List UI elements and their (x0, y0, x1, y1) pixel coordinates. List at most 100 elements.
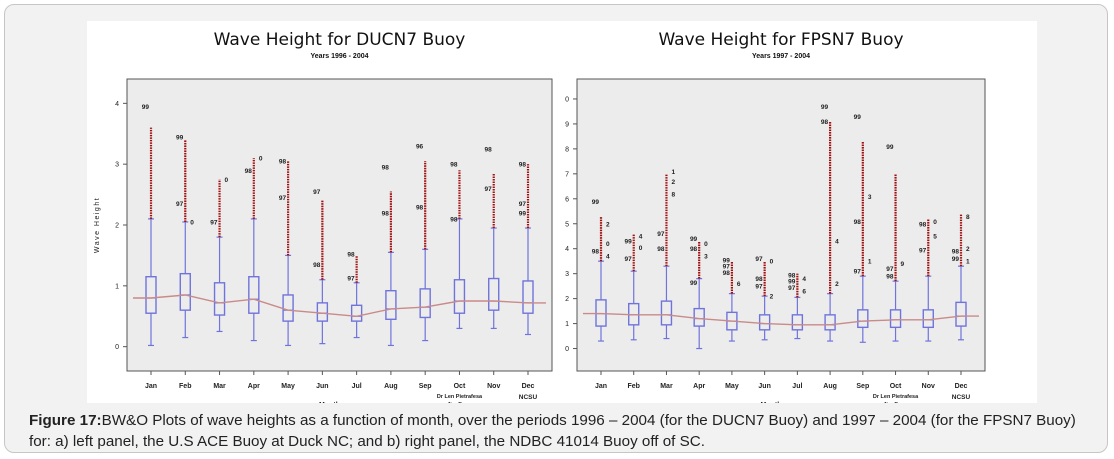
iqr-box (660, 300, 673, 326)
outlier-year-label: 98 (788, 272, 796, 279)
caption-text: BW&O Plots of wave heights as a function… (29, 412, 1076, 450)
x-tick-label: Apr (693, 383, 705, 390)
outlier-year-label: 99 (176, 134, 184, 141)
outlier-year-label: 97 (519, 201, 527, 208)
chart-subtitle: Years 1997 - 2004 (752, 53, 810, 60)
outlier-year-label: 99 (723, 257, 731, 264)
outlier-year-label: 97 (210, 219, 218, 226)
x-tick-label: Mar (660, 383, 673, 390)
outlier-year-label: 2 (671, 179, 675, 186)
outlier-year-label: 97 (755, 256, 763, 263)
outlier-year-label: 99 (690, 280, 698, 287)
outlier-year-label: 98 (245, 168, 253, 175)
x-axis-label: Month (761, 402, 782, 403)
x-tick-label: Jun (758, 383, 770, 390)
y-tick-label: 3 (565, 271, 569, 278)
y-tick-label: 8 (565, 146, 569, 153)
outlier-year-label: 97 (788, 285, 796, 292)
x-tick-label: Nov (922, 383, 935, 390)
outlier-year-label: 9 (901, 261, 905, 268)
outlier-year-label: 5 (933, 234, 937, 241)
iqr-box (316, 302, 329, 322)
y-tick-label: 3 (115, 162, 119, 169)
x-tick-label: Sep (419, 383, 432, 390)
y-tick-label: 10 (565, 96, 569, 103)
iqr-box (179, 272, 191, 311)
y-tick-label: 7 (565, 171, 569, 178)
outlier-year-label: 97 (176, 201, 184, 208)
chart-title: Wave Height for FPSN7 Buoy (658, 30, 903, 50)
outlier-year-label: 0 (704, 241, 708, 248)
outlier-year-label: 97 (313, 189, 321, 196)
outlier-year-label: 97 (755, 284, 763, 291)
iqr-box (889, 309, 902, 329)
y-tick-label: 5 (565, 221, 569, 228)
outlier-year-label: 98 (416, 204, 424, 211)
outlier-year-label: 98 (854, 219, 862, 226)
x-tick-label: Aug (384, 383, 398, 390)
outlier-year-label: 97 (886, 266, 894, 273)
outlier-year-label: 4 (606, 254, 610, 261)
iqr-box (419, 288, 431, 319)
outlier-year-label: 99 (854, 114, 862, 121)
iqr-box (350, 304, 363, 322)
x-tick-label: Jun (316, 383, 328, 390)
y-tick-label: 2 (115, 223, 119, 230)
outlier-year-label: 0 (259, 156, 263, 163)
outlier-year-label: 98 (919, 221, 927, 228)
outlier-year-label: 99 (592, 199, 600, 206)
iqr-box (488, 277, 500, 311)
iqr-box (758, 314, 771, 331)
outlier-year-label: 98 (657, 246, 665, 253)
credit-name: Dr Len Pietrafesa (873, 394, 919, 400)
outlier-year-label: 98 (723, 270, 731, 277)
outlier-year-label: 0 (225, 177, 229, 184)
iqr-box (385, 290, 397, 320)
outlier-year-label: 1 (671, 169, 675, 176)
outlier-year-label: 97 (484, 186, 492, 193)
y-tick-label: 0 (565, 346, 569, 353)
x-tick-label: Aug (823, 383, 837, 390)
right-panel: Wave Height for FPSN7 Buoy Years 1997 - 2… (565, 21, 1037, 403)
figure-image-area: Wave Height for DUCN7 Buoy Years 1996 - 2… (87, 21, 1037, 403)
outlier-year-label: 4 (802, 276, 806, 283)
outlier-year-label: 97 (657, 231, 665, 238)
outlier-year-label: 6 (737, 281, 741, 288)
x-tick-label: Oct (454, 383, 466, 390)
x-tick-label: Sep (856, 383, 869, 390)
outlier-year-label: 99 (821, 104, 829, 111)
chart-title: Wave Height for DUCN7 Buoy (214, 30, 466, 50)
outlier-year-label: 8 (966, 214, 970, 221)
outlier-year-label: 2 (770, 294, 774, 301)
outlier-year-label: 98 (279, 159, 287, 166)
credit-affiliation: NCSU (519, 394, 538, 401)
credit-name: Jim Epps (447, 402, 471, 403)
median-trend-line (133, 294, 546, 318)
outlier-year-label: 98 (347, 252, 355, 259)
left-panel: Wave Height for DUCN7 Buoy Years 1996 - 2… (87, 21, 557, 403)
outlier-year-label: 2 (835, 281, 839, 288)
y-tick-label: 9 (565, 121, 569, 128)
x-tick-label: Jul (792, 383, 802, 390)
chart-subtitle: Years 1996 - 2004 (311, 53, 369, 60)
credit-affiliation: NCSU (952, 394, 971, 401)
outlier-year-label: 1 (966, 259, 970, 266)
outlier-year-label: 0 (606, 241, 610, 248)
outlier-year-label: 0 (190, 219, 194, 226)
outlier-year-label: 98 (519, 162, 527, 169)
y-tick-label: 4 (565, 246, 569, 253)
y-tick-label: 4 (115, 101, 119, 108)
outlier-year-label: 98 (450, 216, 458, 223)
outlier-year-label: 8 (671, 191, 675, 198)
outlier-year-label: 98 (755, 276, 763, 283)
x-tick-label: Jan (595, 383, 607, 390)
x-tick-label: Apr (248, 383, 260, 390)
iqr-box (955, 301, 967, 327)
x-tick-label: Jul (352, 383, 362, 390)
outlier-year-label: 97 (624, 256, 632, 263)
outlier-year-label: 3 (704, 254, 708, 261)
iqr-box (791, 314, 804, 331)
iqr-box (248, 276, 260, 314)
outlier-year-label: 98 (952, 249, 960, 256)
outlier-year-label: 98 (450, 162, 458, 169)
